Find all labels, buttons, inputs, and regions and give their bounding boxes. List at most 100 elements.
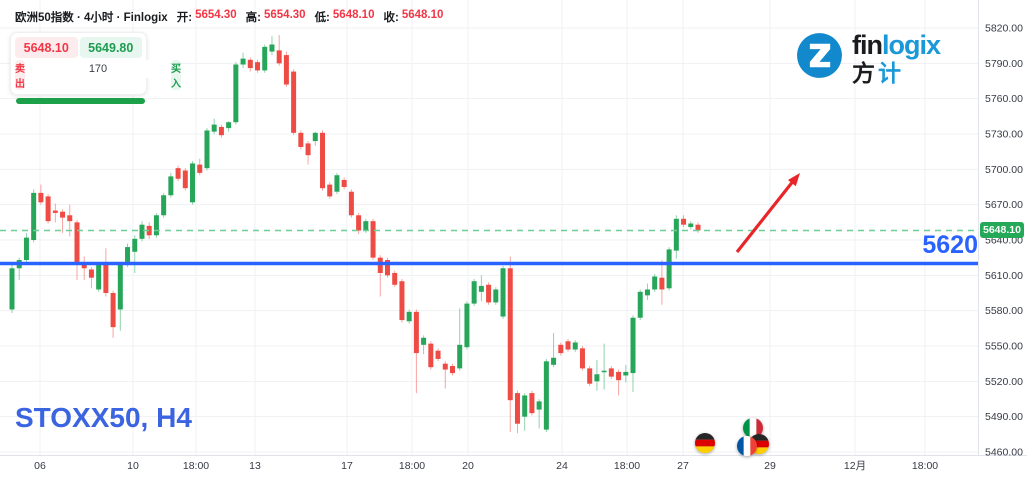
candle [298, 132, 304, 147]
symbol-watermark: STOXX50, H4 [15, 402, 192, 433]
candle [666, 249, 672, 289]
order-ticket: 5648.10 5649.80 卖出 买入 [10, 32, 181, 104]
candle [276, 50, 282, 64]
ohlc-high: 高: 5654.30 [245, 9, 306, 24]
candle [175, 168, 181, 179]
svg-text:17: 17 [341, 460, 353, 472]
candle [240, 58, 246, 65]
candle [125, 247, 131, 265]
svg-text:5670.00: 5670.00 [985, 199, 1023, 211]
ohlc-close: 收: 5648.10 [383, 9, 444, 24]
candle [551, 357, 557, 365]
quantity-input[interactable] [27, 60, 169, 78]
candle [594, 374, 600, 382]
candle [182, 170, 188, 189]
candle [421, 337, 427, 345]
candle [377, 257, 383, 273]
buy-button[interactable]: 买入 [171, 60, 181, 90]
candle [500, 268, 506, 317]
svg-text:5610.00: 5610.00 [985, 270, 1023, 282]
candle [659, 277, 665, 290]
ohlc-low: 低: 5648.10 [314, 9, 375, 24]
germany-flag-icon [695, 433, 715, 453]
candle [442, 363, 448, 370]
candle [262, 46, 268, 71]
candle [161, 195, 167, 216]
candle [74, 222, 80, 265]
germany-flag-icon [749, 434, 769, 454]
candle [413, 311, 419, 354]
candle [529, 393, 535, 414]
brand-cn-black: 方 [852, 60, 878, 86]
candle [565, 341, 571, 350]
candle [197, 164, 203, 173]
candle [110, 293, 116, 328]
candle [637, 291, 643, 318]
svg-text:18:00: 18:00 [183, 460, 209, 472]
candle [558, 344, 564, 354]
svg-text:13: 13 [249, 460, 261, 472]
candle [103, 263, 109, 293]
candle [67, 215, 73, 222]
candle [291, 71, 297, 133]
svg-text:12月: 12月 [844, 460, 866, 472]
svg-text:24: 24 [556, 460, 568, 472]
candle [204, 130, 210, 169]
france-flag-icon [737, 436, 757, 456]
candle [45, 196, 51, 222]
candle [507, 268, 513, 401]
svg-text:5550.00: 5550.00 [985, 341, 1023, 353]
svg-text:5700.00: 5700.00 [985, 164, 1023, 176]
sell-button[interactable]: 卖出 [15, 60, 25, 90]
candle [341, 179, 347, 187]
candle [153, 215, 159, 236]
candle [168, 176, 174, 196]
svg-text:10: 10 [127, 460, 139, 472]
candle [471, 281, 477, 304]
candle [233, 64, 239, 123]
candle [247, 59, 253, 69]
sell-price-button[interactable]: 5648.10 [15, 37, 78, 58]
candle [406, 311, 412, 322]
candle [96, 264, 102, 290]
candle [31, 192, 37, 240]
candle [255, 62, 261, 71]
brand-text-blue: logix [882, 30, 941, 60]
candle [211, 124, 217, 132]
svg-text:5490.00: 5490.00 [985, 411, 1023, 423]
buy-price-button[interactable]: 5649.80 [79, 37, 142, 58]
svg-text:18:00: 18:00 [912, 460, 938, 472]
brand-cn-blue: 计 [878, 60, 904, 86]
candle [52, 210, 58, 213]
candle [384, 260, 390, 276]
svg-text:5520.00: 5520.00 [985, 376, 1023, 388]
candle [688, 223, 694, 228]
svg-text:5580.00: 5580.00 [985, 305, 1023, 317]
candle [356, 215, 362, 231]
current-price-badge: 5648.10 [980, 222, 1024, 238]
svg-text:18:00: 18:00 [614, 460, 640, 472]
sentiment-bar [16, 98, 145, 104]
svg-text:27: 27 [677, 460, 689, 472]
candle [81, 264, 87, 269]
support-level-label: 5620 [922, 231, 978, 259]
candle [457, 344, 463, 369]
finlogix-wordmark: finlogix 方计 [852, 30, 941, 86]
candle [190, 163, 196, 203]
candle [23, 237, 29, 261]
candles [9, 35, 701, 434]
svg-text:18:00: 18:00 [399, 460, 425, 472]
candle [132, 238, 138, 252]
candle [9, 268, 15, 310]
candle [283, 55, 289, 85]
svg-text:5820.00: 5820.00 [985, 23, 1023, 35]
candle [146, 225, 152, 236]
candle [464, 303, 470, 348]
candle [334, 175, 340, 192]
candle [616, 371, 622, 381]
svg-text:5760.00: 5760.00 [985, 93, 1023, 105]
candle [543, 361, 549, 430]
candle [399, 281, 405, 321]
